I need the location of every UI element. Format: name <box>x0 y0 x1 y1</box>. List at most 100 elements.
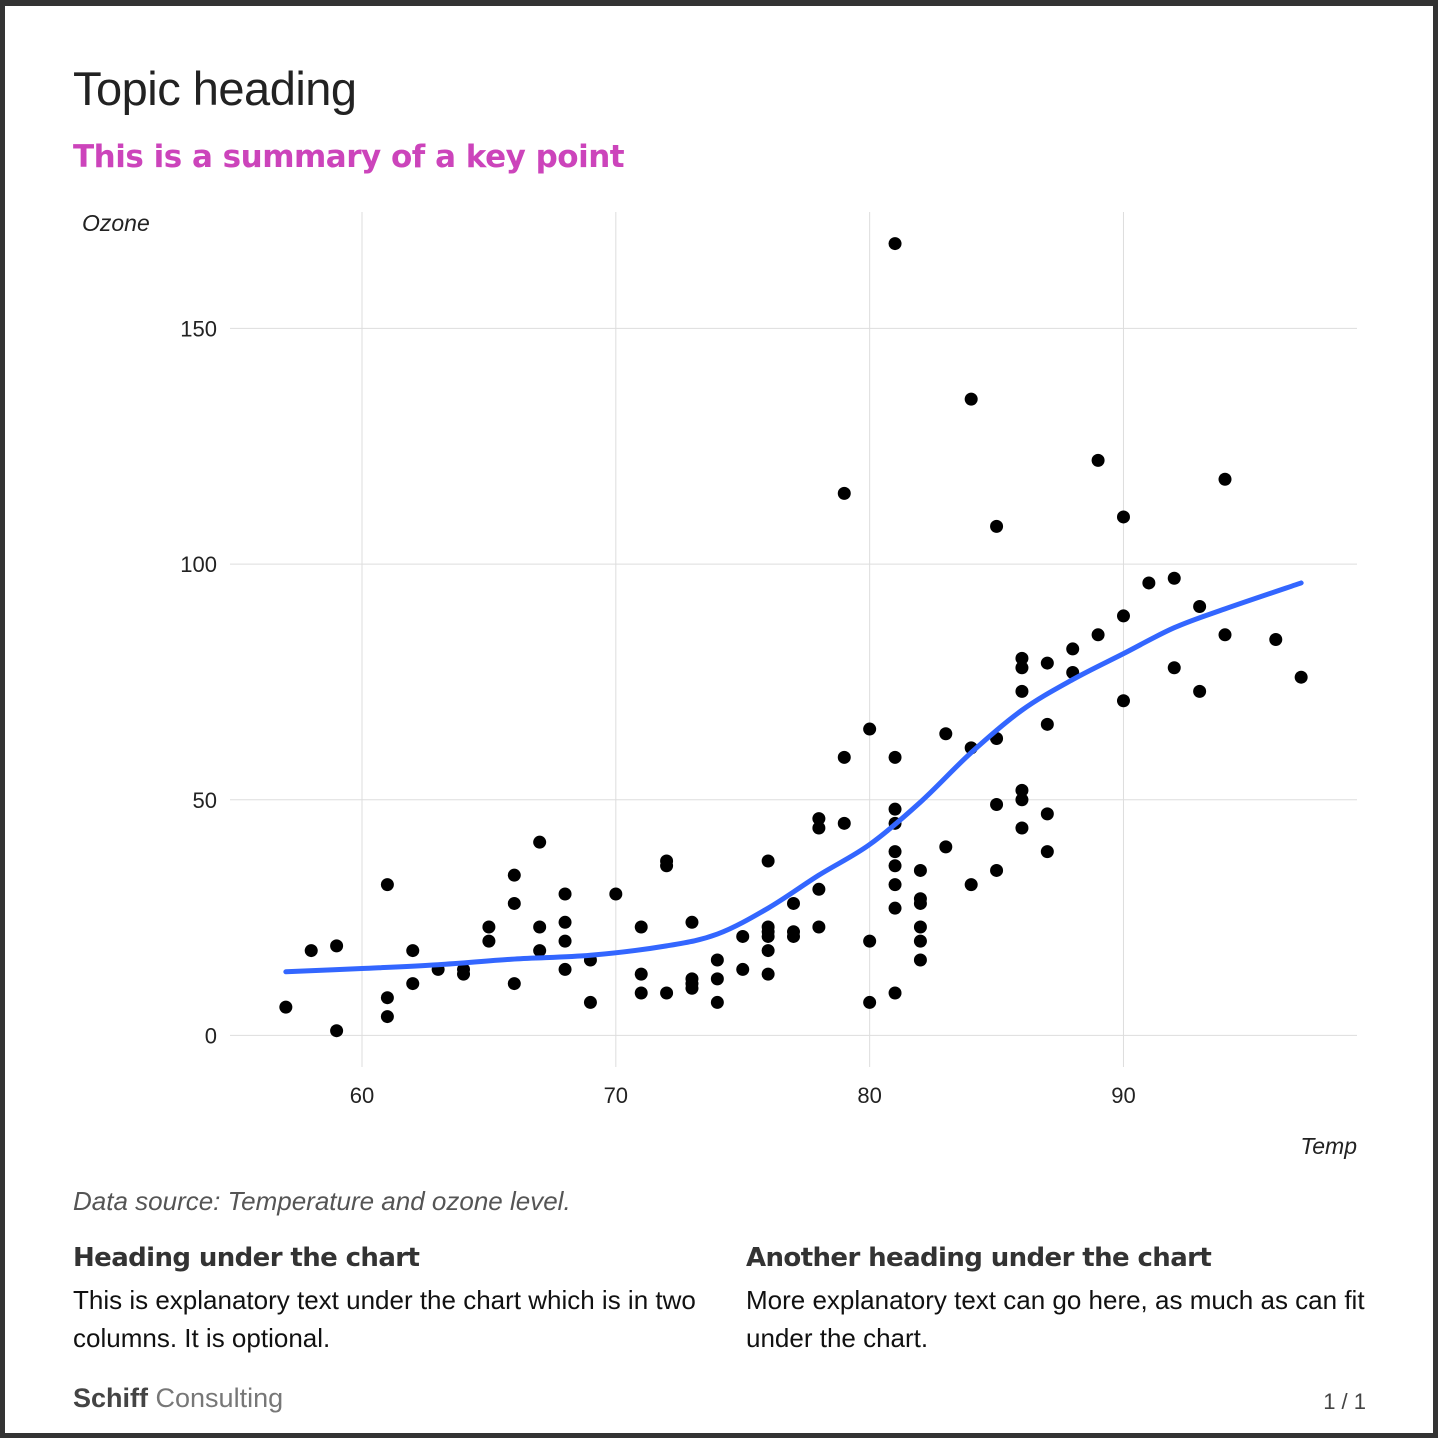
data-point <box>1091 453 1105 467</box>
brand-name-bold: Schiff <box>73 1383 149 1413</box>
data-point <box>685 981 699 995</box>
data-point <box>787 929 800 943</box>
data-point <box>888 878 902 892</box>
column-text: This is explanatory text under the chart… <box>73 1285 696 1353</box>
data-point <box>1040 807 1054 821</box>
data-point <box>634 920 648 934</box>
data-point <box>888 901 902 915</box>
data-point <box>710 953 724 967</box>
data-point <box>406 944 420 958</box>
data-point <box>457 967 471 981</box>
data-point <box>558 915 572 929</box>
data-point <box>837 816 851 830</box>
data-point <box>1269 633 1283 646</box>
footer-column-left: Heading under the chart This is explanat… <box>73 1241 713 1357</box>
data-point <box>888 237 902 251</box>
x-tick-label: 80 <box>857 1083 881 1108</box>
data-point <box>913 953 927 967</box>
data-point <box>761 854 775 868</box>
data-point <box>888 845 902 859</box>
data-point <box>1116 609 1130 623</box>
smooth-trend-line <box>283 580 1304 975</box>
data-point <box>1091 628 1105 642</box>
data-point <box>507 977 521 991</box>
data-point <box>1015 783 1029 797</box>
data-point <box>279 1000 293 1014</box>
data-point <box>1167 661 1181 675</box>
data-point <box>609 887 623 901</box>
data-point <box>863 722 877 736</box>
footer-column-right: Another heading under the chart More exp… <box>746 1241 1386 1357</box>
data-point <box>939 840 953 854</box>
data-point <box>888 750 902 764</box>
data-point <box>761 929 775 943</box>
x-tick-label: 60 <box>350 1083 374 1108</box>
data-point <box>1066 642 1080 656</box>
data-point <box>888 802 902 816</box>
data-point <box>736 929 750 943</box>
data-point <box>913 934 927 948</box>
data-point <box>913 920 927 934</box>
data-point <box>533 835 547 849</box>
data-point <box>787 896 800 910</box>
data-point <box>533 920 547 934</box>
data-point <box>330 1024 344 1038</box>
data-point <box>1167 571 1181 585</box>
data-point <box>710 995 724 1009</box>
column-heading: Another heading under the chart <box>746 1243 1212 1273</box>
data-point <box>1193 684 1207 698</box>
data-point <box>964 878 978 892</box>
y-tick-label: 0 <box>205 1023 217 1048</box>
data-point <box>939 727 953 741</box>
data-point <box>1015 661 1029 675</box>
data-point <box>380 991 394 1005</box>
data-point <box>660 986 674 1000</box>
data-point <box>837 750 851 764</box>
data-point <box>913 896 927 910</box>
data-source-note: Data source: Temperature and ozone level… <box>73 1186 571 1216</box>
data-point <box>533 944 547 958</box>
data-point <box>1015 651 1029 665</box>
data-point <box>558 887 572 901</box>
data-point <box>964 392 978 406</box>
data-point <box>634 986 648 1000</box>
data-point <box>913 863 927 877</box>
data-point <box>761 944 775 958</box>
data-point <box>1142 576 1156 590</box>
x-axis-label: Temp <box>1300 1133 1357 1159</box>
data-point <box>558 934 572 948</box>
data-point <box>990 797 1004 811</box>
data-point <box>380 878 394 892</box>
data-point <box>710 972 724 986</box>
data-point <box>812 812 826 826</box>
data-point <box>990 519 1004 533</box>
data-point <box>507 868 521 882</box>
data-point <box>1218 472 1232 486</box>
page-number: 1 / 1 <box>1323 1389 1366 1414</box>
data-point <box>888 986 902 1000</box>
data-point <box>1040 717 1054 731</box>
data-point <box>1015 684 1029 698</box>
column-heading: Heading under the chart <box>73 1243 420 1273</box>
data-point <box>406 977 420 991</box>
data-point <box>558 962 572 976</box>
data-point <box>1294 670 1308 684</box>
data-point <box>583 995 597 1009</box>
data-point <box>990 863 1004 877</box>
x-tick-label: 70 <box>604 1083 628 1108</box>
column-text: More explanatory text can go here, as mu… <box>746 1285 1365 1353</box>
data-point <box>761 967 775 981</box>
data-point <box>1015 821 1029 835</box>
data-point <box>482 920 496 934</box>
data-point <box>812 920 826 934</box>
data-point <box>507 896 521 910</box>
data-point <box>863 995 877 1009</box>
data-point <box>1015 793 1029 807</box>
data-point <box>1218 628 1232 642</box>
data-point <box>1193 600 1207 614</box>
data-point <box>685 915 699 929</box>
x-tick-label: 90 <box>1111 1083 1135 1108</box>
brand-name-light: Consulting <box>155 1383 284 1413</box>
data-point <box>380 1010 394 1024</box>
